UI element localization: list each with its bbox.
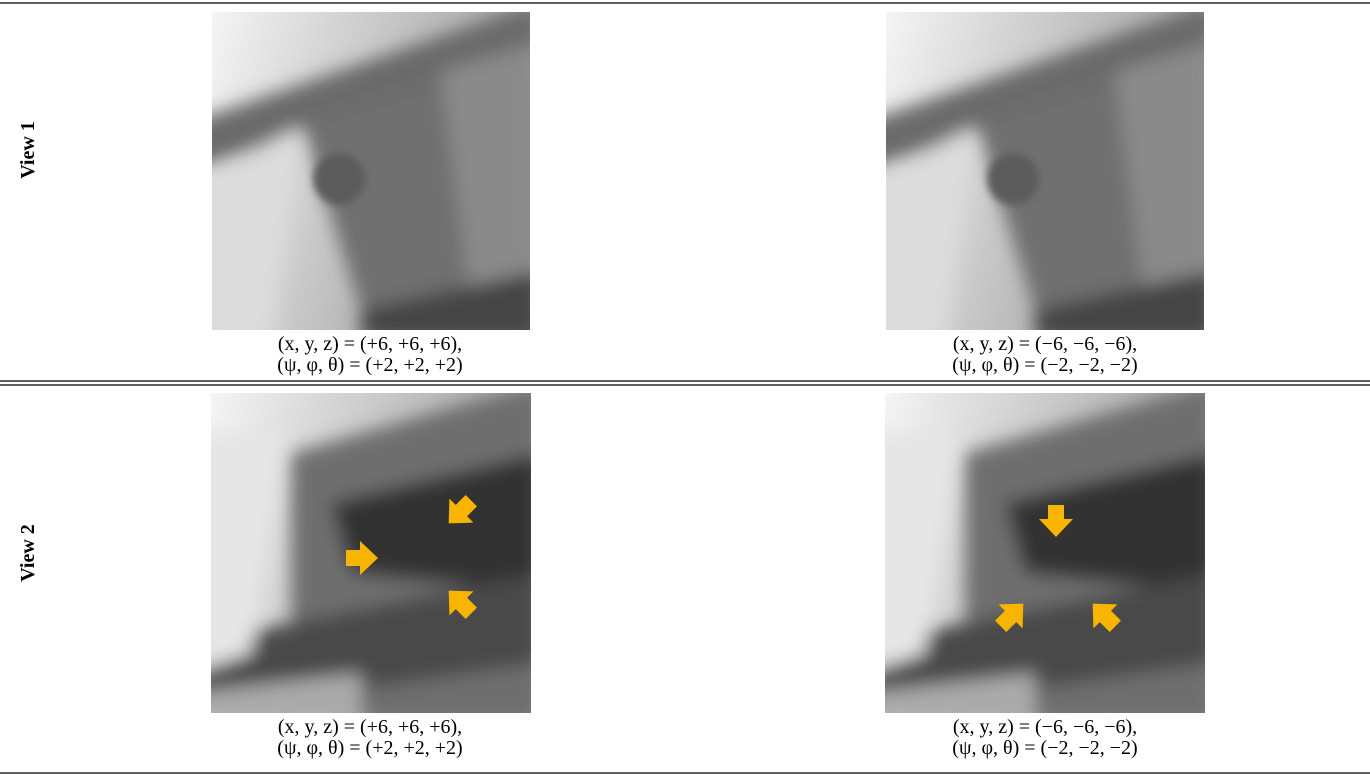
xray-image (865, 383, 1215, 723)
xray-image (866, 2, 1214, 340)
caption: (x, y, z) = (−6, −6, −6), (953, 333, 1137, 355)
row-label: View 2 (17, 524, 39, 582)
caption: (ψ, φ, θ) = (+2, +2, +2) (277, 354, 462, 376)
caption: (ψ, φ, θ) = (−2, −2, −2) (952, 737, 1137, 759)
caption: (x, y, z) = (+6, +6, +6), (278, 716, 462, 738)
caption: (x, y, z) = (−6, −6, −6), (953, 716, 1137, 738)
caption: (ψ, φ, θ) = (+2, +2, +2) (277, 737, 462, 759)
xray-image (192, 2, 540, 340)
row-label: View 1 (17, 121, 39, 179)
caption: (x, y, z) = (+6, +6, +6), (278, 333, 462, 355)
caption: (ψ, φ, θ) = (−2, −2, −2) (952, 354, 1137, 376)
